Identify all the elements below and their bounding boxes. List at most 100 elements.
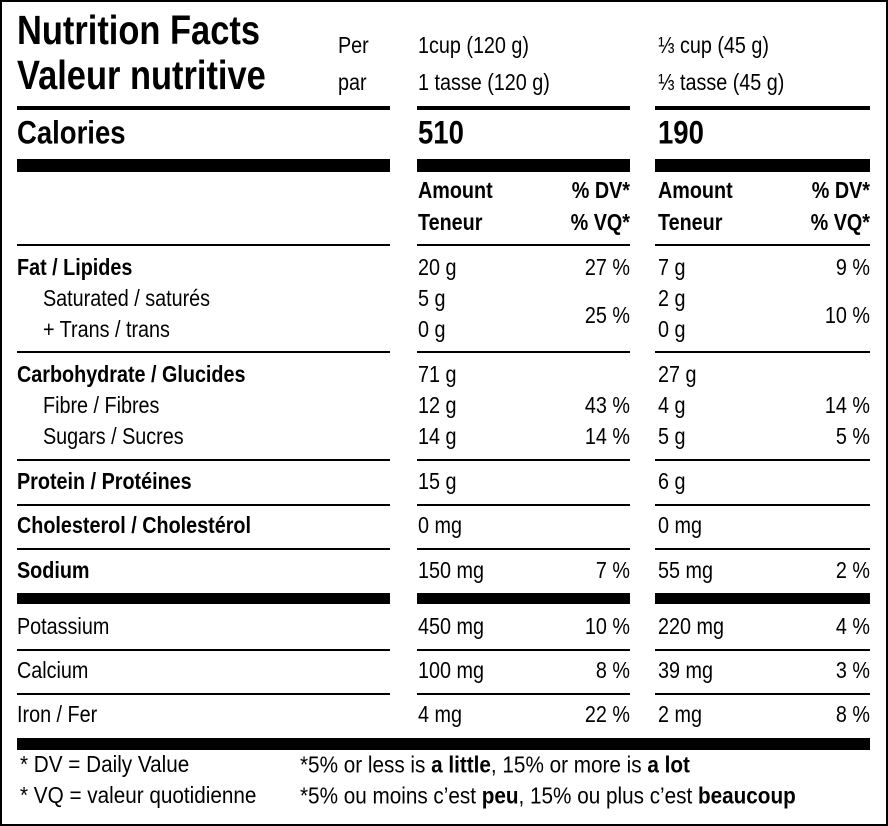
thick-rule [17,738,870,750]
rule [655,504,870,506]
daily-value: 43 % [585,393,630,419]
footnote-part: *5% ou moins c’est [300,782,482,808]
nutrient-label: Calcium [17,658,88,684]
rules [17,106,870,172]
thick-rule [417,159,630,172]
calories-label: Calories [17,116,126,151]
thick-rule [655,159,870,172]
nutrient-label: Cholesterol / Cholestérol [17,513,251,539]
daily-value: 5 % [836,424,870,450]
rule [17,106,390,110]
daily-value: 7 % [596,558,630,584]
column-header: % VQ* [571,210,631,236]
rule [17,504,390,506]
amount: 71 g [418,362,456,388]
amount: 5 g [658,424,685,450]
daily-value: 25 % [585,303,630,329]
amount: 39 mg [658,658,713,684]
amount: 12 g [418,393,456,419]
footnote-part: a lot [647,751,690,777]
rule [417,351,630,353]
amount: 220 mg [658,614,724,640]
rule [17,244,390,246]
nutrient-label: Fibre / Fibres [43,393,159,419]
amount: 6 g [658,469,685,495]
amount: 450 mg [418,614,484,640]
amount: 55 mg [658,558,713,584]
daily-value: 4 % [836,614,870,640]
daily-value: 27 % [585,255,630,281]
footnote: *5% or less is a little, 15% or more is … [300,751,691,777]
amount: 0 g [418,317,445,343]
daily-value: 10 % [825,303,870,329]
daily-value: 3 % [836,658,870,684]
rule [417,106,630,110]
column-header: % DV* [572,178,631,204]
thick-rule [17,593,390,604]
amount: 14 g [418,424,456,450]
rule [417,548,630,550]
nutrient-label: Protein / Protéines [17,469,192,495]
column-header: Amount [658,178,733,204]
amount: 5 g [418,286,445,312]
serving: 1 tasse (120 g) [418,70,550,96]
thick-rule [417,593,630,604]
amount: 150 mg [418,558,484,584]
amount: 0 mg [658,513,702,539]
amount: 4 g [658,393,685,419]
footnote-part: a little [431,751,491,777]
title: Valeur nutritive [17,53,266,98]
rule [655,244,870,246]
thick-rule [17,159,390,172]
rule [417,459,630,461]
nutrient-label: Sodium [17,558,89,584]
amount: 20 g [418,255,456,281]
amount: 0 mg [418,513,462,539]
rule [655,106,870,110]
serving: ⅓ cup (45 g) [658,33,769,59]
daily-value: 22 % [585,702,630,728]
footnote-part: , 15% or more is [491,751,647,777]
rule [417,504,630,506]
column-header: % VQ* [811,210,871,236]
daily-value: 14 % [585,424,630,450]
rule [17,649,390,651]
title: Nutrition Facts [17,8,260,53]
calories-value: 510 [418,116,464,151]
nutrient-label: Sugars / Sucres [43,424,184,450]
nutrient-label: + Trans / trans [43,317,170,343]
rule [17,351,390,353]
daily-value: 10 % [585,614,630,640]
nutrient-label: Saturated / saturés [43,286,210,312]
daily-value: 8 % [596,658,630,684]
column-header: Teneur [418,210,483,236]
footnote: * VQ = valeur quotidienne [20,782,256,808]
footnote: *5% ou moins c’est peu, 15% ou plus c’es… [300,782,796,808]
rule [655,548,870,550]
amount: 15 g [418,469,456,495]
amount: 4 mg [418,702,462,728]
amount: 2 mg [658,702,702,728]
footnote-part: , 15% ou plus c’est [519,782,698,808]
rule [417,244,630,246]
per: par [338,70,367,96]
daily-value: 8 % [836,702,870,728]
rule [655,649,870,651]
rule [417,649,630,651]
rule [655,351,870,353]
footnote-part: beaucoup [698,782,796,808]
amount: 27 g [658,362,696,388]
serving: ⅓ tasse (45 g) [658,70,784,96]
rule [417,693,630,695]
footnote: * DV = Daily Value [20,751,189,777]
nutrient-label: Fat / Lipides [17,255,132,281]
rule [17,693,390,695]
amount: 7 g [658,255,685,281]
daily-value: 9 % [836,255,870,281]
amount: 100 mg [418,658,484,684]
nutrient-label: Iron / Fer [17,702,97,728]
amount: 0 g [658,317,685,343]
column-header: Amount [418,178,493,204]
footnote-part: peu [482,782,519,808]
